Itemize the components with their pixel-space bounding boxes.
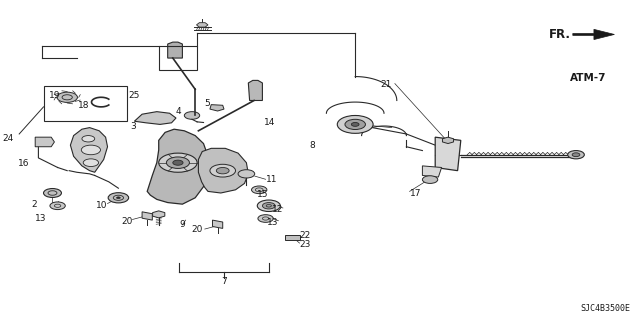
Circle shape [568,151,584,159]
Circle shape [351,122,359,126]
Circle shape [82,136,95,142]
Circle shape [422,176,438,183]
Circle shape [337,115,373,133]
Circle shape [44,189,61,197]
Text: 20: 20 [121,217,132,226]
Circle shape [57,92,77,102]
Text: 2: 2 [31,200,37,209]
Circle shape [116,197,120,199]
Circle shape [252,186,267,194]
Circle shape [257,200,280,211]
Polygon shape [70,128,108,172]
Polygon shape [442,137,454,144]
Polygon shape [573,29,614,40]
Text: 16: 16 [18,159,29,168]
Circle shape [83,159,99,167]
Circle shape [216,167,229,174]
Polygon shape [35,137,54,147]
Polygon shape [422,166,442,177]
Polygon shape [168,42,182,58]
Text: 10: 10 [96,201,108,210]
Text: 20: 20 [191,225,203,234]
Text: 19: 19 [49,91,61,100]
Text: 12: 12 [271,205,283,214]
Text: 25: 25 [128,91,140,100]
Text: SJC4B3500E: SJC4B3500E [580,304,630,313]
Text: 18: 18 [78,101,90,110]
Polygon shape [152,211,165,218]
Text: 13: 13 [267,218,278,227]
Text: 15: 15 [257,190,269,199]
Polygon shape [196,23,208,27]
Text: 9: 9 [180,220,186,229]
Text: 8: 8 [310,141,316,150]
Text: 13: 13 [35,214,46,223]
Polygon shape [198,148,248,193]
Text: 21: 21 [380,80,392,89]
Circle shape [262,203,275,209]
Polygon shape [285,235,300,240]
Polygon shape [142,212,152,220]
Circle shape [108,193,129,203]
Circle shape [159,153,197,172]
Text: 3: 3 [131,122,136,131]
Polygon shape [435,137,461,171]
Text: 17: 17 [410,189,421,198]
Text: ATM-7: ATM-7 [570,73,606,83]
Text: 22: 22 [300,231,311,240]
Circle shape [173,160,183,165]
Circle shape [238,170,255,178]
Circle shape [166,157,189,168]
Text: 24: 24 [3,134,14,143]
Text: 5: 5 [204,99,210,108]
Circle shape [81,145,100,155]
Polygon shape [212,220,223,228]
Polygon shape [134,112,176,124]
Text: 4: 4 [175,107,181,116]
Text: 7: 7 [221,277,227,286]
Polygon shape [210,105,224,111]
Polygon shape [147,129,208,204]
Polygon shape [248,80,262,100]
Text: 11: 11 [266,175,277,184]
Circle shape [572,153,580,157]
Text: FR.: FR. [549,28,571,41]
Text: 14: 14 [264,118,275,127]
Circle shape [258,215,273,222]
Text: 23: 23 [300,241,311,249]
Circle shape [345,119,365,130]
Circle shape [210,164,236,177]
Circle shape [50,202,65,210]
Circle shape [184,112,200,119]
